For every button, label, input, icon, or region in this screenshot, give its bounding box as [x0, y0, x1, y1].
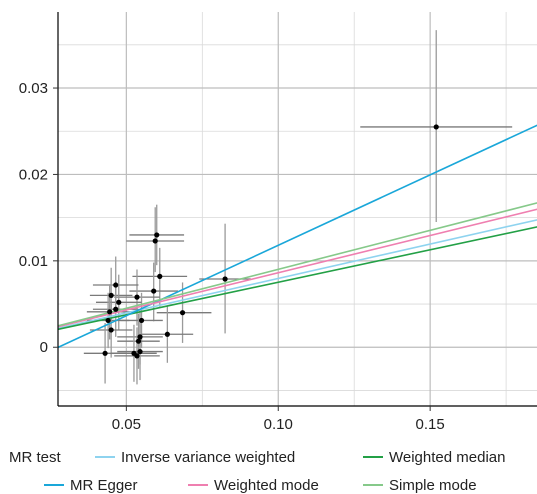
data-point — [135, 338, 142, 344]
data-point — [152, 238, 158, 244]
x-tick-label: 0.15 — [416, 416, 445, 433]
data-point — [137, 334, 143, 340]
data-point — [154, 232, 160, 238]
data-point — [433, 124, 439, 130]
error-bar-layer — [83, 30, 513, 385]
axis-layer — [53, 12, 537, 411]
tick-label-layer: 0.05 0.10 0.15 0 0.01 0.02 0.03 — [19, 80, 445, 433]
data-point — [138, 317, 145, 324]
grid-layer — [58, 12, 537, 406]
y-tick-label: 0.03 — [19, 80, 48, 97]
regression-line — [58, 124, 537, 349]
data-point — [108, 327, 114, 333]
y-tick-label: 0 — [40, 339, 48, 356]
legend: MR test Inverse variance weighted Weighted… — [9, 449, 505, 494]
legend-title: MR test — [9, 449, 62, 466]
data-point — [179, 310, 186, 316]
data-point — [105, 317, 111, 324]
data-point — [134, 353, 140, 359]
legend-label: Inverse variance weighted — [121, 449, 295, 466]
data-point — [222, 276, 228, 282]
data-point — [157, 273, 163, 279]
data-point — [164, 331, 170, 337]
legend-label: MR Egger — [70, 477, 138, 494]
legend-label: Simple mode — [389, 477, 477, 494]
point-layer — [102, 124, 439, 359]
data-point — [151, 288, 157, 294]
y-tick-label: 0.01 — [19, 253, 48, 270]
data-point — [113, 306, 119, 312]
legend-label: Weighted mode — [214, 477, 319, 494]
data-point — [102, 350, 108, 356]
legend-label: Weighted median — [389, 449, 505, 466]
data-point — [113, 282, 119, 288]
regression-line — [58, 208, 537, 328]
regression-line — [58, 202, 537, 327]
regression-line — [58, 226, 537, 331]
regression-line-layer — [58, 124, 537, 349]
data-point — [137, 348, 143, 355]
x-tick-label: 0.05 — [112, 416, 141, 433]
y-tick-label: 0.02 — [19, 166, 48, 183]
data-point — [134, 294, 140, 300]
data-point — [107, 309, 113, 315]
data-point — [108, 292, 114, 299]
data-point — [116, 299, 122, 305]
x-tick-label: 0.10 — [264, 416, 293, 433]
